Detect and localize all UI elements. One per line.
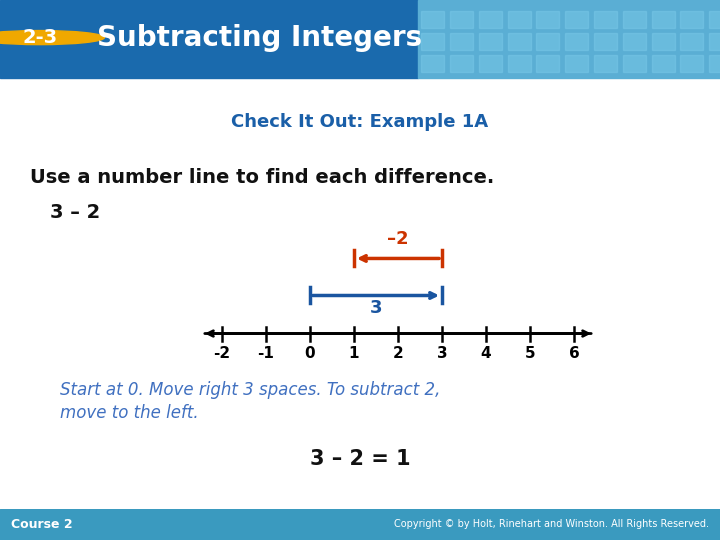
Text: Copyright © by Holt, Rinehart and Winston. All Rights Reserved.: Copyright © by Holt, Rinehart and Winsto… <box>395 519 709 529</box>
Bar <box>508 33 531 50</box>
Bar <box>594 11 617 28</box>
Text: 3 – 2 = 1: 3 – 2 = 1 <box>310 449 410 469</box>
Text: 6: 6 <box>569 346 580 361</box>
Bar <box>680 33 703 50</box>
Text: 2-3: 2-3 <box>22 28 57 47</box>
Bar <box>536 11 559 28</box>
Text: Subtracting Integers: Subtracting Integers <box>97 24 423 52</box>
Bar <box>0 0 418 78</box>
Bar <box>709 33 720 50</box>
Bar <box>565 33 588 50</box>
Bar <box>709 55 720 72</box>
Bar <box>680 11 703 28</box>
Text: move to the left.: move to the left. <box>60 403 199 422</box>
Text: 3 – 2: 3 – 2 <box>50 204 100 222</box>
Bar <box>479 11 502 28</box>
Bar <box>536 55 559 72</box>
Bar <box>652 55 675 72</box>
Text: 3: 3 <box>370 300 382 318</box>
Bar <box>421 55 444 72</box>
Bar <box>508 55 531 72</box>
Text: 0: 0 <box>305 346 315 361</box>
Text: –2: –2 <box>387 231 409 248</box>
Bar <box>565 11 588 28</box>
Text: 2: 2 <box>392 346 403 361</box>
Text: 1: 1 <box>348 346 359 361</box>
Text: 5: 5 <box>525 346 535 361</box>
Bar <box>508 11 531 28</box>
Bar <box>709 11 720 28</box>
Bar <box>479 55 502 72</box>
Bar <box>421 33 444 50</box>
Bar <box>623 11 646 28</box>
Bar <box>594 55 617 72</box>
Bar <box>450 11 473 28</box>
Bar <box>565 55 588 72</box>
Text: -1: -1 <box>258 346 274 361</box>
Bar <box>418 0 720 78</box>
Bar <box>536 33 559 50</box>
Bar <box>479 33 502 50</box>
Text: Start at 0. Move right 3 spaces. To subtract 2,: Start at 0. Move right 3 spaces. To subt… <box>60 381 441 399</box>
Text: Check It Out: Example 1A: Check It Out: Example 1A <box>231 113 489 131</box>
Bar <box>450 33 473 50</box>
Bar <box>450 55 473 72</box>
Text: 4: 4 <box>481 346 491 361</box>
Text: -2: -2 <box>213 346 230 361</box>
Bar <box>623 33 646 50</box>
Bar <box>623 55 646 72</box>
Bar <box>652 33 675 50</box>
Bar <box>594 33 617 50</box>
Bar <box>421 11 444 28</box>
Text: Course 2: Course 2 <box>11 518 73 531</box>
Bar <box>680 55 703 72</box>
Circle shape <box>0 31 104 45</box>
Text: 3: 3 <box>437 346 447 361</box>
Bar <box>652 11 675 28</box>
Text: Use a number line to find each difference.: Use a number line to find each differenc… <box>30 168 494 187</box>
